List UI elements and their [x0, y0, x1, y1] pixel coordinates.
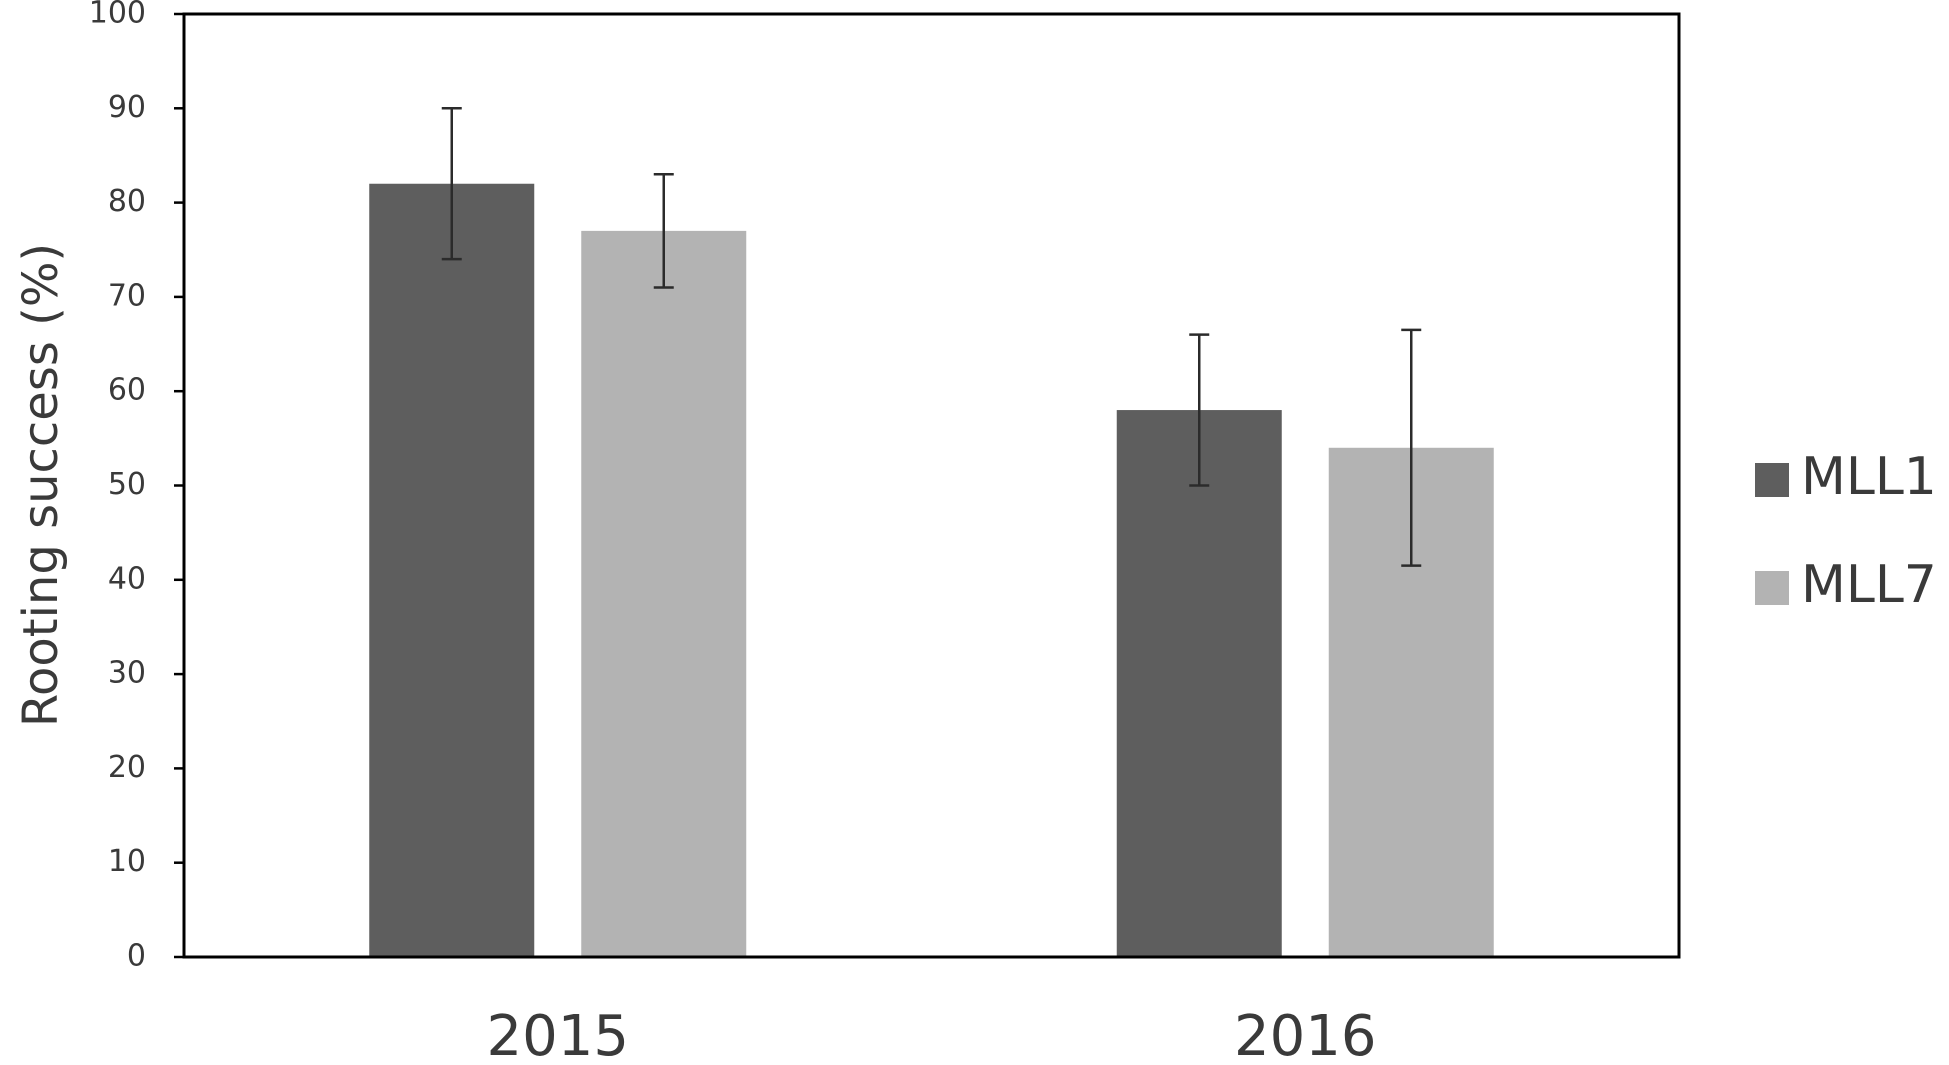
error-bar-mll7-2016: [1401, 328, 1422, 567]
x-tick-label-2015: 2015: [486, 1004, 629, 1061]
y-tick-label-10: 10: [108, 844, 146, 879]
y-tick-label-0: 0: [127, 939, 146, 974]
bar-mll1-2015: [369, 183, 535, 958]
legend-swatch-mll7: [1755, 571, 1789, 605]
y-ticks-layer: 0 10 20 30 40 50 60 70 80 90 100: [89, 0, 184, 974]
x-ticks-layer: 2015 2016: [486, 1004, 1377, 1065]
x-tick-label-2016: 2016: [1234, 1004, 1377, 1061]
error-bar-mll1-2016: [1189, 333, 1210, 487]
bar-mll1-2016: [1116, 410, 1282, 957]
legend-item-mll1: MLL1: [1755, 447, 1937, 507]
y-tick-label-20: 20: [108, 750, 146, 785]
legend-label-mll1: MLL1: [1801, 447, 1937, 507]
legend-item-mll7: MLL7: [1755, 555, 1937, 615]
legend: MLL1 MLL7: [1755, 447, 1937, 615]
y-axis-title: Rooting success (%): [13, 243, 69, 727]
bar-mll7-2015: [581, 230, 747, 957]
legend-label-mll7: MLL7: [1801, 555, 1937, 615]
y-tick-label-90: 90: [108, 90, 146, 125]
y-tick-label-70: 70: [108, 278, 146, 313]
y-tick-label-80: 80: [108, 184, 146, 219]
legend-swatch-mll1: [1755, 463, 1789, 497]
bars-layer: [369, 183, 1494, 958]
y-tick-label-50: 50: [108, 467, 146, 502]
y-tick-label-100: 100: [89, 0, 146, 31]
y-tick-label-40: 40: [108, 561, 146, 596]
error-bar-mll1-2015: [441, 107, 462, 261]
y-tick-label-60: 60: [108, 373, 146, 408]
y-tick-label-30: 30: [108, 656, 146, 691]
error-bars-layer: [441, 107, 1422, 567]
error-bar-mll7-2015: [653, 173, 674, 289]
